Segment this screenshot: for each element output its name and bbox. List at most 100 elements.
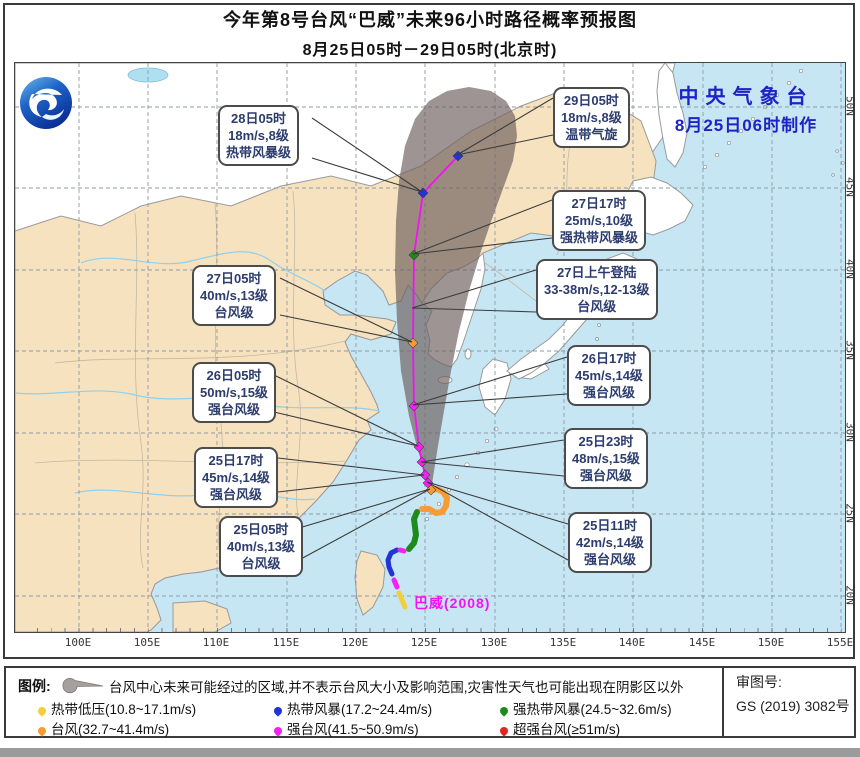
callout-27d17: 27日17时 25m/s,10级 强热带风暴级 [552,190,647,251]
legend-item-super-ty: 超强台风(≥51m/s) [498,718,620,738]
lake [127,67,169,83]
cma-logo-icon [20,77,72,129]
callout-wind: 18m/s,8级 [561,110,622,125]
callout-27d05: 27日05时 40m/s,13级 台风级 [192,265,276,326]
agency-issue-time: 8月25日06时制作 [674,116,818,135]
td-dot-icon [36,705,48,717]
lat-label: 30N [843,422,857,442]
callout-wind: 40m/s,13级 [200,288,268,303]
license-number: GS (2019) 3082号 [736,698,850,714]
super-ty-dot-icon [498,725,510,737]
ty-dot-icon [36,725,48,737]
callout-time: 26日05时 [206,368,262,383]
callout-category: 强台风级 [209,487,262,502]
sts-dot-icon [498,705,510,717]
callout-category: 强台风级 [583,552,636,567]
callout-29d05: 29日05时 18m/s,8级 温带气旋 [553,87,630,148]
callout-wind: 42m/s,14级 [576,535,644,550]
taiwan [354,550,386,616]
callout-wind: 50m/s,15级 [200,385,268,400]
lon-label: 130E [480,636,508,649]
callout-category: 台风级 [214,305,254,320]
callout-wind: 18m/s,8级 [228,128,289,143]
ts-dot-icon [272,705,284,717]
callout-category: 强台风级 [579,468,632,483]
callout-wind: 45m/s,14级 [575,368,643,383]
legend-label: 图例: [18,678,51,694]
storm-name-label: 巴威(2008) [414,595,491,611]
lat-label: 45N [843,177,857,197]
callout-time: 25日23时 [578,434,634,449]
legend-item-ty: 台风(32.7~41.4m/s) [36,718,169,738]
lat-label: 20N [843,585,857,605]
callout-time: 27日上午登陆 [557,265,637,280]
lon-label: 145E [688,636,716,649]
callout-time: 29日05时 [563,93,619,108]
callout-wind: 48m/s,15级 [572,451,640,466]
callout-category: 热带风暴级 [226,145,292,160]
lat-label: 35N [843,340,857,360]
callout-time: 27日17时 [571,196,627,211]
title-block: 今年第8号台风“巴威”未来96小时路径概率预报图 8月25日05时－29日05时… [0,6,860,60]
callout-25d23: 25日23时 48m/s,15级 强台风级 [564,428,648,489]
lat-label: 25N [843,503,857,523]
callout-28d05: 28日05时 18m/s,8级 热带风暴级 [218,105,300,166]
callout-wind: 40m/s,13级 [227,539,295,554]
lon-label: 140E [618,636,646,649]
lon-label: 115E [272,636,300,649]
map-license: 审图号: GS (2019) 3082号 [722,668,856,736]
callout-26d05: 26日05时 50m/s,15级 强台风级 [192,362,276,423]
callout-25d05: 25日05时 40m/s,13级 台风级 [219,516,303,577]
callout-category: 台风级 [241,556,281,571]
callout-category: 台风级 [577,299,617,314]
sty-dot-icon [272,725,284,737]
lon-label: 155E [826,636,854,649]
bottom-border-strip [0,748,860,757]
longitude-minor-ticks [15,628,845,632]
legend-item-ts: 热带风暴(17.2~24.4m/s) [272,698,432,718]
callout-25d17: 25日17时 45m/s,14级 强台风级 [194,447,278,508]
callout-wind: 45m/s,14级 [202,470,270,485]
page-subtitle: 8月25日05时－29日05时(北京时) [302,42,558,59]
map-canvas [15,63,845,632]
observed-track [385,486,450,610]
sakhalin [656,63,688,168]
lat-label: 40N [843,259,857,279]
callout-time: 25日11时 [582,518,638,533]
callout-category: 强台风级 [582,385,635,400]
taiwan-hainan [172,550,386,632]
tsushima-island [464,348,472,360]
callout-time: 25日05时 [233,522,289,537]
lon-label: 120E [341,636,369,649]
callout-landfall: 27日上午登陆 33-38m/s,12-13级 台风级 [536,259,658,320]
legend: 图例: 台风中心未来可能经过的区域,并不表示台风大小及影响范围,灾害性天气也可能… [4,666,856,738]
callout-time: 27日05时 [206,271,262,286]
callout-time: 25日17时 [208,453,264,468]
callout-wind: 33-38m/s,12-13级 [544,282,650,297]
agency-name: 中央气象台 [678,86,814,108]
lon-label: 100E [64,636,92,649]
license-label: 审图号: [736,674,782,690]
legend-item-sty: 强台风(41.5~50.9m/s) [272,718,419,738]
callout-25d11: 25日11时 42m/s,14级 强台风级 [568,512,652,573]
callout-category: 强台风级 [207,402,260,417]
hainan [172,600,232,632]
lon-label: 105E [133,636,161,649]
map-panel [14,62,846,633]
callout-category: 温带气旋 [565,127,618,142]
callout-category: 强热带风暴级 [560,230,639,245]
legend-item-td: 热带低压(10.8~17.1m/s) [36,698,196,718]
lon-label: 125E [410,636,438,649]
callout-wind: 25m/s,10级 [565,213,633,228]
cone-note: 台风中心未来可能经过的区域,并不表示台风大小及影响范围,灾害性天气也可能出现在阴… [109,680,684,695]
callout-26d17: 26日17时 45m/s,14级 强台风级 [567,345,651,406]
callout-time: 26日17时 [581,351,637,366]
lon-label: 110E [202,636,230,649]
callout-time: 28日05时 [231,111,286,126]
agency-credit: 中央气象台 8月25日06时制作 [640,80,852,136]
legend-item-sts: 强热带风暴(24.5~32.6m/s) [498,698,672,718]
lon-label: 135E [549,636,577,649]
lon-label: 150E [757,636,785,649]
cone-icon [62,678,104,694]
